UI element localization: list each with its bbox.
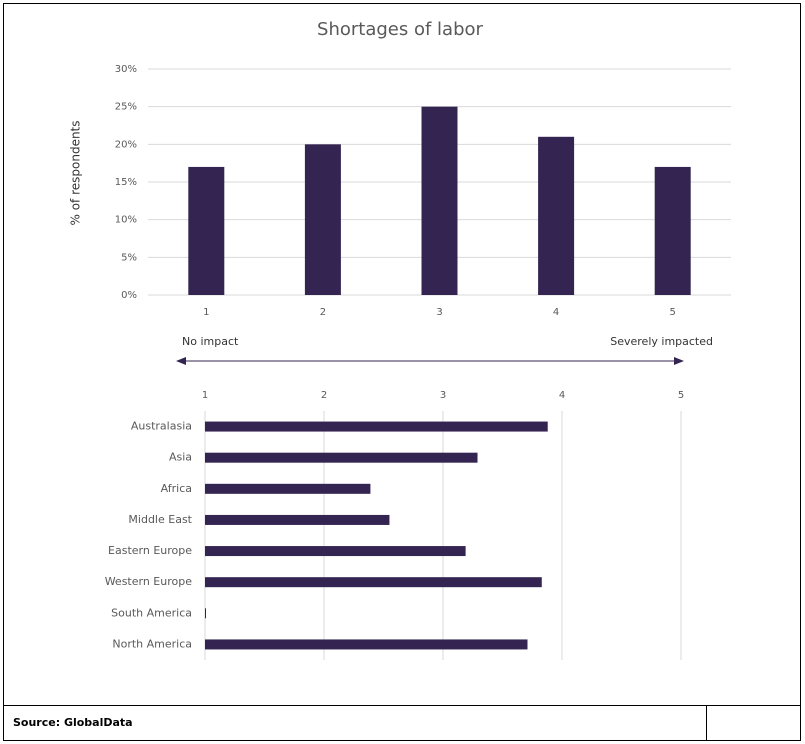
x-tick-label: 2 (321, 390, 327, 401)
bar (304, 144, 341, 295)
bar (188, 166, 225, 295)
bar (205, 639, 528, 650)
annotation: No impact (182, 335, 239, 348)
bar (421, 106, 458, 296)
chart-title: Shortages of labor (317, 19, 483, 40)
y-tick-label: 10% (115, 215, 137, 226)
x-tick-label: 3 (440, 390, 446, 401)
y-tick-label: Western Europe (105, 575, 193, 588)
y-tick-label: Asia (169, 451, 192, 464)
y-tick-label: North America (112, 637, 192, 650)
x-tick-label: 2 (320, 307, 326, 318)
y-tick-label: 5% (121, 252, 137, 263)
bar (205, 577, 542, 588)
y-tick-label: 0% (121, 290, 137, 301)
x-tick-label: 4 (559, 390, 565, 401)
annotation: Severely impacted (610, 335, 713, 348)
arrow-head (176, 357, 186, 365)
bar (205, 514, 390, 525)
y-tick-label: South America (111, 606, 192, 619)
y-tick-label: 20% (115, 139, 137, 150)
bar (205, 608, 206, 619)
x-tick-label: 4 (553, 307, 559, 318)
frame (3, 3, 801, 741)
bar (205, 421, 548, 432)
y-tick-label: 30% (115, 64, 137, 75)
x-tick-label: 5 (678, 390, 684, 401)
y-tick-label: Eastern Europe (108, 544, 192, 557)
x-tick-label: 3 (436, 307, 442, 318)
y-axis-label: % of respondents (69, 120, 83, 225)
bar (654, 166, 691, 295)
bar (205, 452, 478, 463)
x-tick-label: 1 (203, 307, 209, 318)
y-tick-label: Middle East (128, 513, 192, 526)
bar (538, 136, 575, 295)
bar (205, 483, 371, 494)
y-tick-label: Australasia (131, 420, 192, 433)
source: Source: GlobalData (13, 716, 133, 729)
y-tick-label: Africa (161, 482, 192, 495)
y-tick-label: 15% (115, 177, 137, 188)
bar (205, 546, 466, 557)
x-tick-label: 5 (670, 307, 676, 318)
y-tick-label: 25% (115, 102, 137, 113)
x-tick-label: 1 (202, 390, 208, 401)
arrow-head (674, 357, 684, 365)
